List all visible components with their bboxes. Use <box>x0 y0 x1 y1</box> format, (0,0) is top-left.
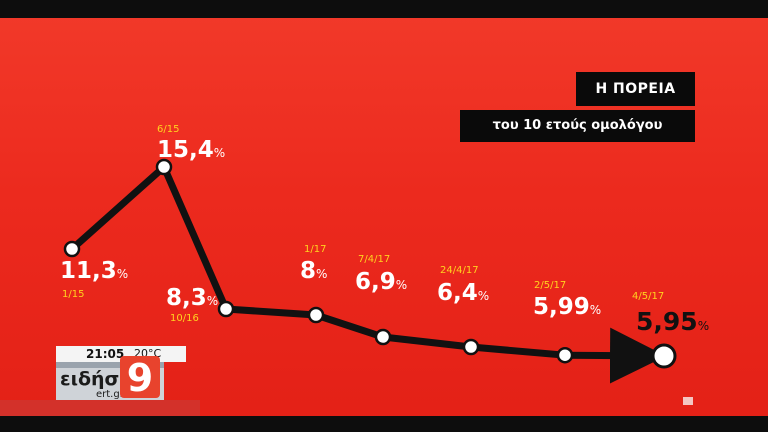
value-label-1/15: 11,3% <box>60 258 128 284</box>
subtitle-box: του 10 ετούς ομολόγου <box>460 110 695 142</box>
data-point-24/4/17 <box>462 338 480 356</box>
date-label-1/15: 1/15 <box>62 289 84 300</box>
date-label-6/15: 6/15 <box>157 124 179 135</box>
channel-number: 9 <box>127 356 153 400</box>
series-line-layer <box>68 163 666 384</box>
value-label-4/5/17: 5,95% <box>636 307 709 336</box>
label-layer: 11,3% 1/15 15,4% 6/15 8,3% 10/16 8% 1/17 6,9% 7/4… <box>60 124 709 336</box>
line-segment-5 <box>379 333 475 351</box>
value-label-10/16: 8,3% <box>166 285 218 311</box>
date-label-4/5/17: 4/5/17 <box>632 291 664 302</box>
data-point-10/16 <box>217 300 235 318</box>
value-label-24/4/17: 6,4% <box>437 280 489 306</box>
line-segment-7 <box>561 327 666 384</box>
chart-subtitle: του 10 ετούς ομολόγου <box>492 118 663 133</box>
data-point-4/5/17 <box>651 343 677 369</box>
data-point-1/17 <box>307 306 325 324</box>
logo-subtext: ert.gr <box>96 389 124 400</box>
chart-title: Η ΠΟΡΕΙΑ <box>595 81 676 97</box>
logo-stripe <box>56 362 164 368</box>
data-point-1/15 <box>63 240 81 258</box>
point-layer <box>63 158 677 369</box>
value-label-6/15: 15,4% <box>157 137 225 163</box>
data-point-2/5/17 <box>556 346 574 364</box>
channel-number-icon: 9 <box>120 356 160 400</box>
line-segment-1 <box>68 163 168 253</box>
date-label-24/4/17: 24/4/17 <box>440 265 479 276</box>
data-point-7/4/17 <box>374 328 392 346</box>
line-segment-6 <box>467 343 569 359</box>
line-segment-4 <box>312 311 387 341</box>
line-segment-2 <box>160 163 230 313</box>
value-label-2/5/17: 5,99% <box>533 294 601 320</box>
data-point-6/15 <box>155 158 173 176</box>
title-box: Η ΠΟΡΕΙΑ <box>576 72 695 106</box>
clock-time: 21:05 <box>86 347 125 361</box>
date-label-2/5/17: 2/5/17 <box>534 280 566 291</box>
value-label-7/4/17: 6,9% <box>355 269 407 295</box>
date-label-7/4/17: 7/4/17 <box>358 254 390 265</box>
decorative-map-strip <box>0 400 200 416</box>
date-label-10/16: 10/16 <box>170 313 199 324</box>
letterbox-bottom <box>0 416 768 432</box>
date-label-1/17: 1/17 <box>304 244 326 255</box>
value-label-1/17: 8% <box>300 258 327 284</box>
line-segment-3 <box>222 305 320 319</box>
corner-watermark <box>683 397 693 405</box>
letterbox-top <box>0 0 768 18</box>
